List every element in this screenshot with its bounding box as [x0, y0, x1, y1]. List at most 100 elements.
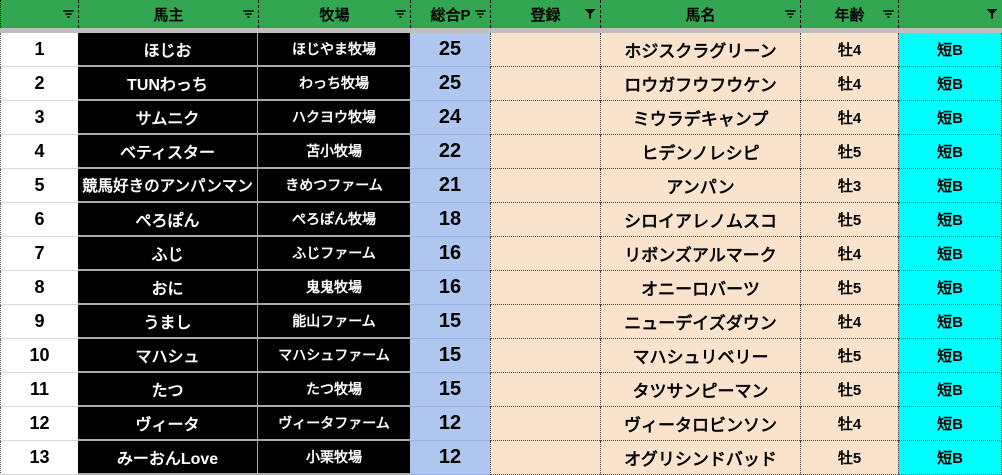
cell-registration[interactable]	[490, 135, 600, 169]
cell-rank[interactable]: 13	[0, 441, 78, 475]
cell-registration[interactable]	[490, 203, 600, 237]
cell-rank[interactable]: 6	[0, 203, 78, 237]
cell-owner[interactable]: みーおんLove	[78, 441, 258, 475]
cell-tag[interactable]: 短B	[898, 407, 1002, 441]
cell-horse-name[interactable]: ヒデンノレシピ	[600, 135, 800, 169]
cell-age[interactable]: 牡5	[800, 135, 898, 169]
cell-age[interactable]: 牡5	[800, 339, 898, 373]
cell-registration[interactable]	[490, 271, 600, 305]
cell-tag[interactable]: 短B	[898, 373, 1002, 407]
cell-rank[interactable]: 9	[0, 305, 78, 339]
cell-tag[interactable]: 短B	[898, 305, 1002, 339]
cell-rank[interactable]: 4	[0, 135, 78, 169]
cell-age[interactable]: 牡5	[800, 203, 898, 237]
cell-points[interactable]: 16	[410, 271, 490, 305]
cell-rank[interactable]: 8	[0, 271, 78, 305]
cell-owner[interactable]: たつ	[78, 373, 258, 407]
cell-farm[interactable]: ヴィータファーム	[258, 407, 410, 441]
cell-farm[interactable]: たつ牧場	[258, 373, 410, 407]
cell-owner[interactable]: マハシュ	[78, 339, 258, 373]
header-cell-points[interactable]: 総合P	[410, 0, 490, 28]
cell-horse-name[interactable]: アンパン	[600, 169, 800, 203]
header-cell-registration[interactable]: 登録	[490, 0, 600, 28]
cell-rank[interactable]: 7	[0, 237, 78, 271]
filter-dropdown-icon[interactable]	[784, 10, 796, 18]
filter-dropdown-icon[interactable]	[62, 10, 74, 18]
cell-points[interactable]: 16	[410, 237, 490, 271]
cell-tag[interactable]: 短B	[898, 169, 1002, 203]
cell-owner[interactable]: ヴィータ	[78, 407, 258, 441]
cell-farm[interactable]: ハクヨウ牧場	[258, 101, 410, 135]
cell-registration[interactable]	[490, 67, 600, 101]
cell-farm[interactable]: ほじやま牧場	[258, 33, 410, 67]
cell-age[interactable]: 牡5	[800, 373, 898, 407]
cell-age[interactable]: 牡4	[800, 407, 898, 441]
cell-points[interactable]: 15	[410, 305, 490, 339]
cell-horse-name[interactable]: オニーロバーツ	[600, 271, 800, 305]
cell-horse-name[interactable]: マハシュリベリー	[600, 339, 800, 373]
cell-owner[interactable]: ほじお	[78, 33, 258, 67]
cell-age[interactable]: 牡4	[800, 101, 898, 135]
cell-owner[interactable]: ベティスター	[78, 135, 258, 169]
cell-horse-name[interactable]: ヴィータロビンソン	[600, 407, 800, 441]
cell-owner[interactable]: サムニク	[78, 101, 258, 135]
cell-owner[interactable]: ぺろぽん	[78, 203, 258, 237]
cell-farm[interactable]: 鬼鬼牧場	[258, 271, 410, 305]
cell-horse-name[interactable]: タツサンピーマン	[600, 373, 800, 407]
header-cell-owner[interactable]: 馬主	[78, 0, 258, 28]
cell-tag[interactable]: 短B	[898, 67, 1002, 101]
cell-points[interactable]: 21	[410, 169, 490, 203]
cell-registration[interactable]	[490, 237, 600, 271]
cell-age[interactable]: 牡4	[800, 237, 898, 271]
cell-rank[interactable]: 12	[0, 407, 78, 441]
cell-points[interactable]: 22	[410, 135, 490, 169]
cell-horse-name[interactable]: リボンズアルマーク	[600, 237, 800, 271]
cell-farm[interactable]: 苫小牧場	[258, 135, 410, 169]
cell-registration[interactable]	[490, 101, 600, 135]
cell-rank[interactable]: 10	[0, 339, 78, 373]
cell-farm[interactable]: きめつファーム	[258, 169, 410, 203]
cell-horse-name[interactable]: シロイアレノムスコ	[600, 203, 800, 237]
cell-tag[interactable]: 短B	[898, 271, 1002, 305]
cell-points[interactable]: 12	[410, 441, 490, 475]
cell-owner[interactable]: TUNわっち	[78, 67, 258, 101]
cell-tag[interactable]: 短B	[898, 135, 1002, 169]
cell-tag[interactable]: 短B	[898, 441, 1002, 475]
cell-tag[interactable]: 短B	[898, 101, 1002, 135]
filter-dropdown-icon[interactable]	[394, 10, 406, 18]
cell-age[interactable]: 牡4	[800, 33, 898, 67]
filter-dropdown-icon[interactable]	[242, 10, 254, 18]
header-cell-farm[interactable]: 牧場	[258, 0, 410, 28]
cell-horse-name[interactable]: ロウガフウフウケン	[600, 67, 800, 101]
cell-registration[interactable]	[490, 169, 600, 203]
cell-farm[interactable]: ふじファーム	[258, 237, 410, 271]
cell-owner[interactable]: 競馬好きのアンパンマン	[78, 169, 258, 203]
cell-rank[interactable]: 11	[0, 373, 78, 407]
cell-rank[interactable]: 5	[0, 169, 78, 203]
cell-farm[interactable]: わっち牧場	[258, 67, 410, 101]
cell-points[interactable]: 12	[410, 407, 490, 441]
header-cell-horse[interactable]: 馬名	[600, 0, 800, 28]
cell-registration[interactable]	[490, 339, 600, 373]
cell-age[interactable]: 牡4	[800, 305, 898, 339]
cell-registration[interactable]	[490, 33, 600, 67]
cell-tag[interactable]: 短B	[898, 203, 1002, 237]
cell-points[interactable]: 15	[410, 373, 490, 407]
cell-tag[interactable]: 短B	[898, 339, 1002, 373]
cell-rank[interactable]: 3	[0, 101, 78, 135]
header-cell-age[interactable]: 年齢	[800, 0, 898, 28]
cell-owner[interactable]: うまし	[78, 305, 258, 339]
cell-rank[interactable]: 2	[0, 67, 78, 101]
cell-points[interactable]: 15	[410, 339, 490, 373]
filter-dropdown-icon[interactable]	[882, 10, 894, 18]
cell-horse-name[interactable]: オグリシンドバッド	[600, 441, 800, 475]
cell-owner[interactable]: ふじ	[78, 237, 258, 271]
cell-horse-name[interactable]: ミウラデキャンプ	[600, 101, 800, 135]
cell-age[interactable]: 牡4	[800, 67, 898, 101]
header-cell-rank[interactable]	[0, 0, 78, 28]
cell-farm[interactable]: 能山ファーム	[258, 305, 410, 339]
cell-age[interactable]: 牡3	[800, 169, 898, 203]
cell-registration[interactable]	[490, 305, 600, 339]
cell-farm[interactable]: マハシュファーム	[258, 339, 410, 373]
cell-farm[interactable]: ぺろぽん牧場	[258, 203, 410, 237]
